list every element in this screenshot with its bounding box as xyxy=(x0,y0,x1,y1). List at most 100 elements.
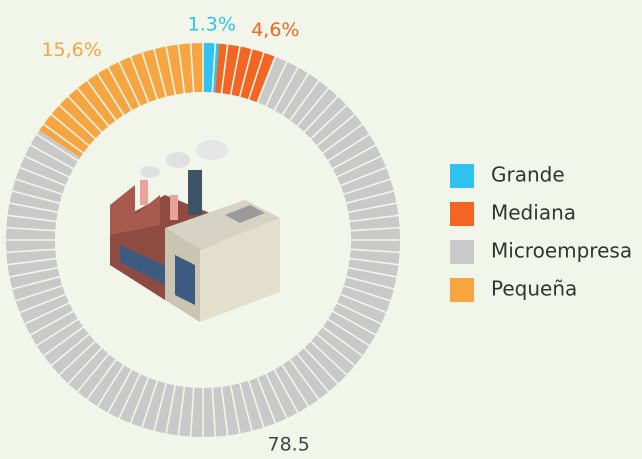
separator xyxy=(28,309,76,337)
separator xyxy=(49,112,92,148)
separator xyxy=(256,54,278,105)
separator xyxy=(66,94,104,135)
separator xyxy=(4,248,58,254)
separator xyxy=(17,165,68,187)
legend-swatch xyxy=(450,278,474,302)
separator xyxy=(308,103,349,141)
segment xyxy=(215,43,275,103)
separator xyxy=(314,332,357,368)
separator xyxy=(7,266,60,279)
separator xyxy=(247,50,266,102)
separator xyxy=(348,226,402,232)
separator xyxy=(189,385,195,439)
value-label: 4,6% xyxy=(251,19,299,41)
separator xyxy=(95,362,126,409)
separator xyxy=(288,78,321,123)
chimney xyxy=(170,195,178,220)
separator xyxy=(344,275,396,291)
separators xyxy=(4,41,402,439)
separator xyxy=(41,122,86,155)
value-label: 78.5 xyxy=(268,434,310,456)
separator xyxy=(308,339,349,377)
separator xyxy=(334,154,384,179)
legend-label: Microempresa xyxy=(491,239,632,263)
separator xyxy=(177,384,186,438)
legend-swatch xyxy=(450,240,474,264)
separator xyxy=(344,189,396,205)
separator xyxy=(152,381,168,433)
separator xyxy=(211,41,217,95)
separator xyxy=(57,339,98,377)
segment xyxy=(39,43,204,158)
separator xyxy=(140,50,159,102)
separator xyxy=(164,383,177,436)
separator xyxy=(34,317,81,348)
separator xyxy=(238,381,254,433)
smoke xyxy=(140,166,160,178)
separator xyxy=(346,266,399,279)
factory-windows xyxy=(120,245,175,290)
legend-swatch xyxy=(450,164,474,188)
separator xyxy=(320,325,365,358)
separator xyxy=(341,284,393,303)
separator xyxy=(7,201,60,214)
separator xyxy=(272,367,300,415)
separator xyxy=(13,284,65,303)
legend-label: Pequeña xyxy=(491,277,577,301)
separator xyxy=(320,122,365,155)
separator xyxy=(330,309,378,337)
separator xyxy=(75,86,111,129)
separator xyxy=(41,325,86,358)
value-label: 15,6% xyxy=(41,39,101,61)
separator xyxy=(117,59,142,109)
separator xyxy=(57,103,98,141)
separator xyxy=(347,214,401,223)
separator xyxy=(85,357,118,402)
separator xyxy=(22,301,72,326)
separator xyxy=(152,47,168,99)
roof-box xyxy=(225,205,265,223)
building-windows xyxy=(175,255,195,305)
separator xyxy=(325,132,372,163)
separator xyxy=(95,71,126,118)
separator xyxy=(295,351,331,394)
separator xyxy=(10,189,62,205)
separator xyxy=(4,226,58,232)
separator xyxy=(17,293,68,315)
chimney xyxy=(140,180,148,205)
separator xyxy=(334,301,384,326)
separator xyxy=(295,86,331,129)
building-front xyxy=(200,218,280,322)
separator xyxy=(22,154,72,179)
separator xyxy=(347,257,401,266)
separator xyxy=(302,345,340,386)
separator xyxy=(302,94,340,135)
separator xyxy=(5,257,59,266)
separator xyxy=(140,378,159,430)
separator xyxy=(220,384,229,438)
separator xyxy=(34,132,81,163)
separator xyxy=(189,41,195,95)
separator xyxy=(330,143,378,171)
separator xyxy=(13,177,65,196)
separator xyxy=(325,317,372,348)
separator xyxy=(338,165,389,187)
separator xyxy=(5,214,59,223)
separator xyxy=(256,375,278,426)
legend-label: Grande xyxy=(491,163,565,187)
separator xyxy=(229,383,242,436)
separator xyxy=(75,351,111,394)
separator xyxy=(177,42,186,96)
separator xyxy=(164,44,177,97)
separator xyxy=(106,367,134,415)
separator xyxy=(272,65,300,113)
separator xyxy=(10,275,62,291)
separator xyxy=(238,47,254,99)
separator xyxy=(106,65,134,113)
legend-swatch xyxy=(450,202,474,226)
separator xyxy=(117,371,142,421)
factory-roof xyxy=(110,185,160,235)
separator xyxy=(128,54,150,105)
